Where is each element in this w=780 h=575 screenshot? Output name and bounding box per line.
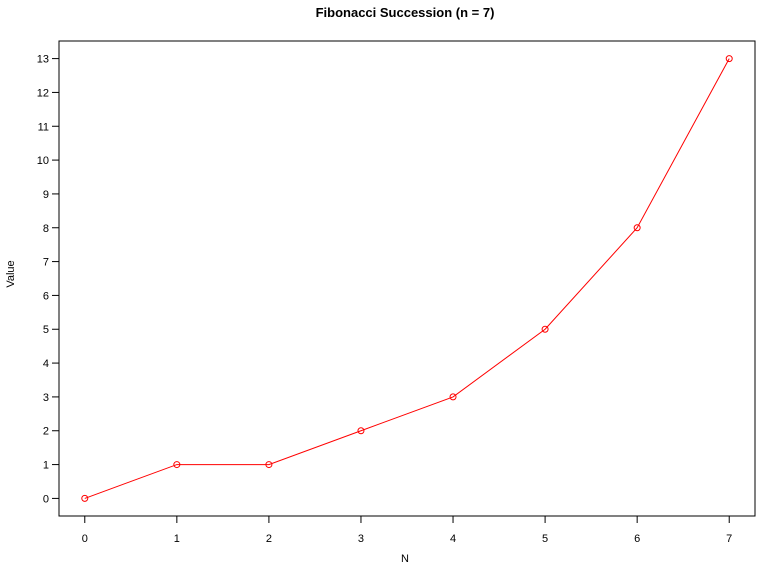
- x-tick-label: 0: [82, 533, 88, 545]
- plot-frame: [58, 40, 756, 517]
- data-point: [633, 224, 641, 232]
- y-tick-label: 5: [43, 324, 49, 336]
- series-points: [81, 55, 733, 502]
- x-tick-label: 1: [174, 533, 180, 545]
- y-tick-label: 11: [38, 121, 49, 133]
- y-tick-label: 3: [43, 392, 49, 404]
- data-point: [541, 325, 549, 333]
- y-tick-label: 10: [37, 155, 49, 167]
- y-tick-label: 13: [37, 54, 49, 66]
- series-line: [84, 58, 730, 499]
- y-tick-label: 6: [43, 290, 49, 302]
- y-tick-label: 12: [37, 87, 49, 99]
- y-tick-label: 2: [43, 426, 49, 438]
- y-tick-label: 1: [43, 460, 49, 472]
- x-axis-label: N: [401, 553, 409, 565]
- data-point: [173, 461, 181, 469]
- x-tick-label: 7: [726, 533, 732, 545]
- data-point: [265, 461, 273, 469]
- y-tick-label: 8: [43, 223, 49, 235]
- y-tick-label: 0: [43, 493, 49, 505]
- y-tick-label: 4: [43, 358, 49, 370]
- y-tick-label: 7: [43, 257, 49, 269]
- data-point: [725, 55, 733, 63]
- x-tick-label: 3: [358, 533, 364, 545]
- x-axis: 0 1 2 3 4 5 6 7: [82, 516, 732, 545]
- x-tick-label: 5: [542, 533, 548, 545]
- x-tick-label: 2: [266, 533, 272, 545]
- y-tick-label: 9: [43, 189, 49, 201]
- data-point: [357, 427, 365, 435]
- data-point: [449, 393, 457, 401]
- data-point: [81, 494, 89, 502]
- y-axis-label: Value: [5, 260, 17, 287]
- x-tick-label: 6: [634, 533, 640, 545]
- x-tick-label: 4: [450, 533, 456, 545]
- chart-title: Fibonacci Succession (n = 7): [316, 5, 495, 20]
